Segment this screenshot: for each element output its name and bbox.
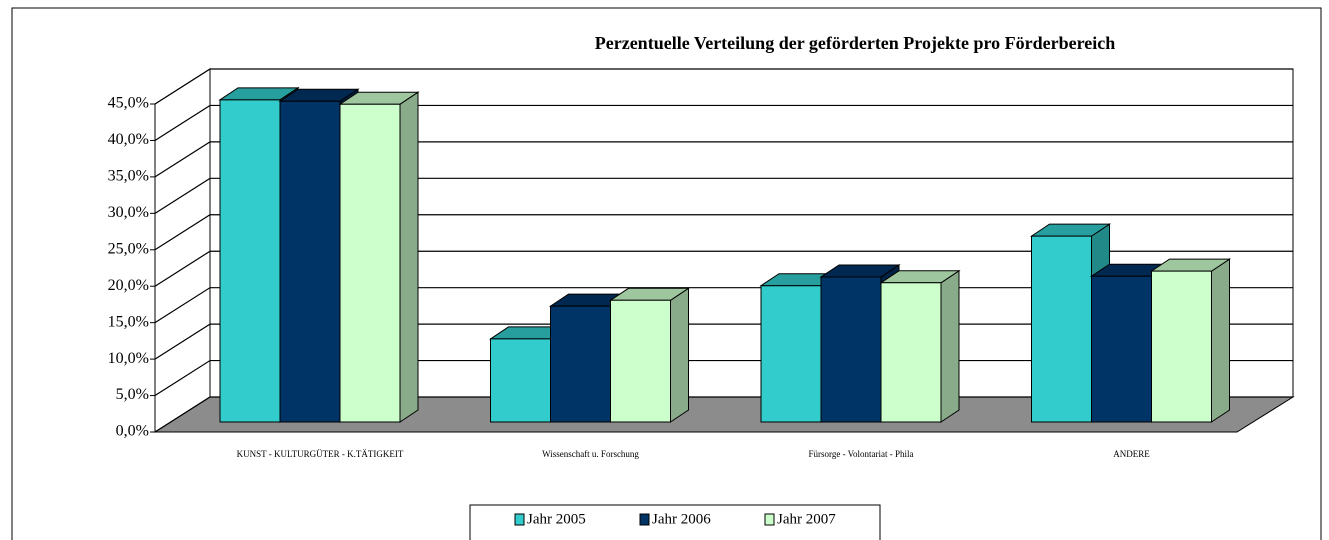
grid-line [154, 141, 1293, 178]
bar-front [820, 276, 882, 423]
y-tick-label: 15,0% [108, 313, 149, 330]
y-tick-label: 40,0% [108, 131, 149, 148]
bar [879, 269, 961, 423]
bar-side [940, 269, 960, 423]
y-tick-label: 45,0% [108, 95, 149, 112]
legend-swatch [514, 513, 525, 526]
y-tick-label: 35,0% [108, 168, 149, 185]
legend-swatch [764, 513, 775, 526]
grid-line [154, 68, 1293, 105]
y-tick-label: 10,0% [108, 350, 149, 367]
bar-side [1211, 258, 1230, 423]
y-tick-label: 30,0% [108, 204, 149, 221]
bar-front [279, 100, 341, 423]
bar-front [610, 299, 671, 423]
bar-front [880, 282, 942, 423]
bar [608, 287, 691, 423]
bar-front [1091, 275, 1152, 423]
legend-label: Jahr 2007 [777, 511, 836, 527]
y-tick-label: 25,0% [108, 240, 149, 257]
bar [1149, 258, 1232, 423]
legend-label: Jahr 2006 [652, 511, 711, 527]
legend-box [469, 504, 881, 540]
x-tick-label: Wissenschaft u. Forschung [542, 449, 639, 459]
y-tick-label: 5,0% [116, 386, 149, 403]
bar-front [1031, 235, 1092, 423]
x-tick-label: KUNST - KULTURGÜTER - K.TÄTIGKEIT [237, 449, 404, 459]
bar-side [399, 91, 419, 423]
bar-side [670, 287, 689, 423]
legend-swatch [639, 513, 650, 526]
legend-label: Jahr 2005 [527, 511, 586, 527]
grid-line [154, 250, 1293, 287]
y-tick-label: 20,0% [108, 277, 149, 294]
bar-front [1151, 270, 1212, 423]
x-tick-label: ANDERE [1113, 449, 1150, 459]
grid-line [154, 177, 1293, 214]
grid-line [154, 214, 1293, 251]
bar-front [760, 285, 822, 423]
bar-front [490, 338, 551, 423]
chart-title: Perzentuelle Verteilung der geförderten … [595, 33, 1116, 53]
bar-front [219, 99, 281, 423]
bar-front [550, 305, 611, 423]
x-tick-label: Fürsorge - Volontariat - Phila [809, 449, 914, 459]
grid-line [154, 104, 1293, 141]
bar-front [339, 103, 401, 423]
y-tick-label: 0,0% [116, 423, 149, 440]
bar [338, 91, 420, 423]
